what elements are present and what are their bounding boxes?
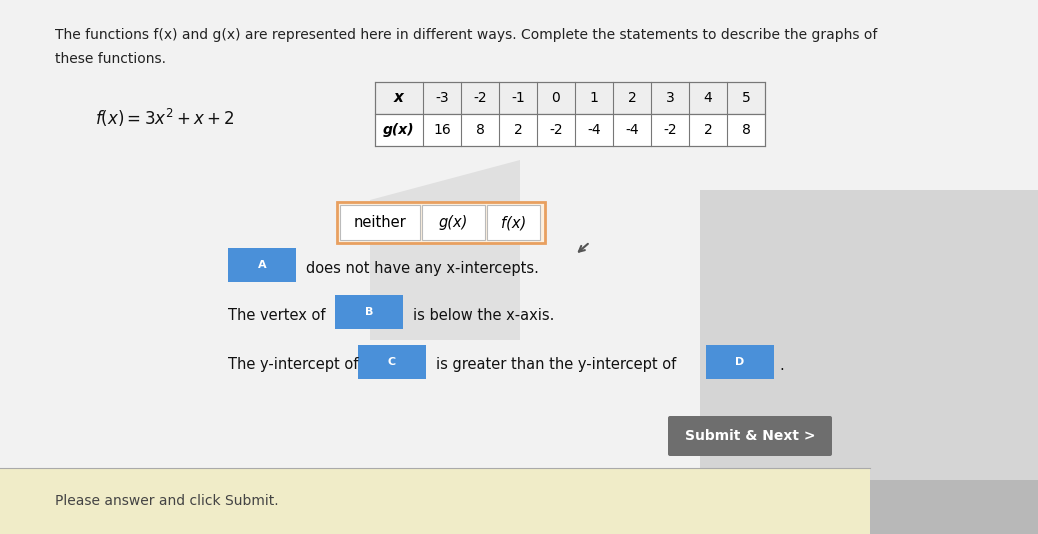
Text: D: D (735, 357, 744, 367)
Text: is greater than the y-intercept of: is greater than the y-intercept of (436, 357, 676, 373)
Text: 1: 1 (590, 91, 599, 105)
Text: these functions.: these functions. (55, 52, 166, 66)
Text: C: C (388, 357, 397, 367)
Text: 2: 2 (514, 123, 522, 137)
FancyBboxPatch shape (706, 345, 774, 379)
FancyBboxPatch shape (0, 0, 870, 480)
Text: f(x): f(x) (501, 215, 526, 230)
Text: 5: 5 (741, 91, 750, 105)
FancyBboxPatch shape (0, 468, 870, 534)
Text: The y-intercept of: The y-intercept of (228, 357, 363, 373)
Text: -2: -2 (663, 123, 677, 137)
Text: 8: 8 (475, 123, 485, 137)
Text: -4: -4 (588, 123, 601, 137)
Text: does not have any x-intercepts.: does not have any x-intercepts. (306, 261, 539, 276)
Text: x: x (394, 90, 404, 106)
Text: g(x): g(x) (439, 215, 468, 230)
Text: $f(x)=3x^2+x+2$: $f(x)=3x^2+x+2$ (95, 107, 235, 129)
Text: -2: -2 (549, 123, 563, 137)
Polygon shape (380, 175, 520, 340)
FancyBboxPatch shape (700, 0, 1038, 200)
Text: -3: -3 (435, 91, 448, 105)
Text: Submit & Next >: Submit & Next > (685, 429, 815, 443)
FancyBboxPatch shape (668, 416, 832, 456)
FancyBboxPatch shape (228, 248, 296, 282)
Text: 8: 8 (741, 123, 750, 137)
Text: is below the x-axis.: is below the x-axis. (413, 308, 554, 323)
Text: g(x): g(x) (383, 123, 415, 137)
Text: neither: neither (354, 215, 406, 230)
Text: B: B (364, 307, 374, 317)
Text: 2: 2 (628, 91, 636, 105)
Polygon shape (370, 160, 520, 340)
FancyBboxPatch shape (700, 185, 1038, 480)
Text: 16: 16 (433, 123, 450, 137)
FancyBboxPatch shape (337, 202, 545, 243)
Text: 4: 4 (704, 91, 712, 105)
Text: -4: -4 (625, 123, 638, 137)
Text: 0: 0 (551, 91, 561, 105)
FancyBboxPatch shape (335, 295, 403, 329)
Text: .: . (778, 357, 784, 373)
FancyBboxPatch shape (375, 114, 765, 146)
Text: -1: -1 (511, 91, 525, 105)
Text: 3: 3 (665, 91, 675, 105)
Text: The vertex of: The vertex of (228, 308, 330, 323)
FancyBboxPatch shape (700, 0, 1038, 190)
FancyBboxPatch shape (487, 205, 540, 240)
Text: Please answer and click Submit.: Please answer and click Submit. (55, 494, 278, 508)
FancyBboxPatch shape (358, 345, 426, 379)
FancyBboxPatch shape (340, 205, 420, 240)
Text: A: A (257, 260, 267, 270)
FancyBboxPatch shape (375, 82, 765, 114)
Text: -2: -2 (473, 91, 487, 105)
FancyBboxPatch shape (422, 205, 485, 240)
Text: 2: 2 (704, 123, 712, 137)
Text: The functions f(x) and g(x) are represented here in different ways. Complete the: The functions f(x) and g(x) are represen… (55, 28, 877, 42)
